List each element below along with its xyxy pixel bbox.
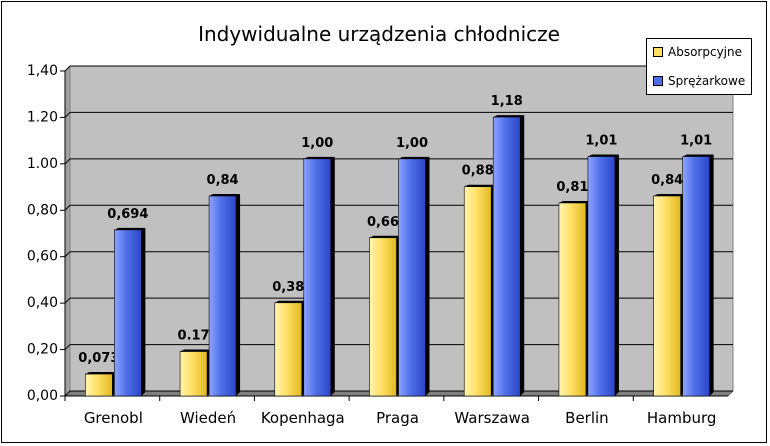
bar-shadow-sprezarkowe [614,154,619,396]
bar-top-absorpcyjne [653,194,685,196]
legend-item-sprezarkowe: Sprężarkowe [653,74,745,88]
bar-shadow-sprezarkowe [709,154,714,396]
data-label-absorpcyjne: 0.17 [178,329,210,344]
y-tick-label: 1.00 [27,156,58,172]
bar-absorpcyjne [653,195,681,397]
y-tick-label: 0,40 [27,295,58,311]
bar-sprezarkowe [492,116,521,397]
bar-sprezarkowe [682,156,710,397]
legend-label-sprezarkowe: Sprężarkowe [668,74,746,88]
data-label-sprezarkowe: 1,01 [680,134,712,149]
gridline-depth [64,65,71,72]
legend-swatch-sprezarkowe [653,76,663,86]
legend-swatch-absorpcyjne [653,47,663,57]
bar-absorpcyjne [558,202,587,397]
data-label-absorpcyjne: 0,073 [78,351,119,366]
y-tick-label: 1,40 [27,63,58,79]
bar-top-absorpcyjne [464,184,496,187]
bar-shadow-sprezarkowe [520,115,525,397]
bar-sprezarkowe [303,158,332,397]
bar-absorpcyjne [369,237,397,397]
bar-sprezarkowe [587,156,616,397]
plot-side-wall [65,66,70,396]
gridline-depth [64,251,71,258]
gridline-depth [64,112,71,118]
x-tick-label: Praga [376,409,419,427]
bar-top-sprezarkowe [209,194,241,196]
x-tick-label: Kopenhaga [261,409,345,427]
data-label-absorpcyjne: 0,88 [462,164,494,179]
data-label-absorpcyjne: 0,84 [651,173,683,188]
gridline-depth [64,297,71,304]
data-label-sprezarkowe: 0,84 [207,173,239,188]
bar-top-sprezarkowe [303,156,335,159]
bar-sprezarkowe [398,158,426,397]
data-label-sprezarkowe: 1,18 [491,94,523,109]
data-label-sprezarkowe: 1,00 [396,136,428,151]
bar-absorpcyjne [274,302,303,397]
gridline-depth [64,344,71,350]
bar-top-absorpcyjne [180,349,212,352]
data-label-sprezarkowe: 1,00 [301,136,333,151]
bar-top-sprezarkowe [587,154,619,157]
bar-top-sprezarkowe [114,227,146,230]
bar-top-absorpcyjne [274,300,306,303]
bar-shadow-sprezarkowe [425,156,430,396]
x-tick-label: Wiedeń [180,409,236,427]
bar-top-absorpcyjne [369,235,401,238]
gridline-depth [64,158,71,165]
bar-top-sprezarkowe [398,156,430,159]
y-tick-label: 0,00 [27,388,58,404]
bar-sprezarkowe [114,229,142,397]
y-tick-label: 1.20 [27,109,58,125]
x-tick-label: Grenobl [84,409,143,427]
bar-absorpcyjne [463,186,492,397]
gridline-depth [64,204,71,211]
x-tick-label: Hamburg [647,409,717,427]
legend-item-absorpcyjne: Absorpcyjne [653,45,742,59]
bar-absorpcyjne [179,351,208,397]
chart-title: Indywidualne urządzenia chłodnicze [198,22,560,46]
bar-absorpcyjne [85,373,113,397]
x-tick-label: Warszawa [454,409,530,427]
y-tick-label: 0,20 [27,342,58,358]
bar-top-sprezarkowe [682,154,714,157]
data-label-sprezarkowe: 1,01 [585,134,617,149]
bar-top-sprezarkowe [493,115,525,118]
bar-top-absorpcyjne [85,372,117,375]
data-label-sprezarkowe: 0,694 [107,207,148,222]
bar-shadow-sprezarkowe [141,227,146,396]
bar-shadow-sprezarkowe [330,156,335,396]
legend-label-absorpcyjne: Absorpcyjne [668,45,742,59]
legend: Absorpcyjne Sprężarkowe [646,38,752,95]
y-tick-label: 0,80 [27,202,58,218]
data-label-absorpcyjne: 0,81 [556,180,588,195]
bar-sprezarkowe [208,195,237,397]
x-tick-label: Berlin [565,409,609,427]
data-label-absorpcyjne: 0,38 [272,280,304,295]
y-tick-label: 0,60 [27,249,58,265]
bar-shadow-sprezarkowe [236,194,241,396]
bar-top-absorpcyjne [558,200,590,203]
data-label-absorpcyjne: 0,66 [367,215,399,230]
gridline-depth [64,390,71,397]
